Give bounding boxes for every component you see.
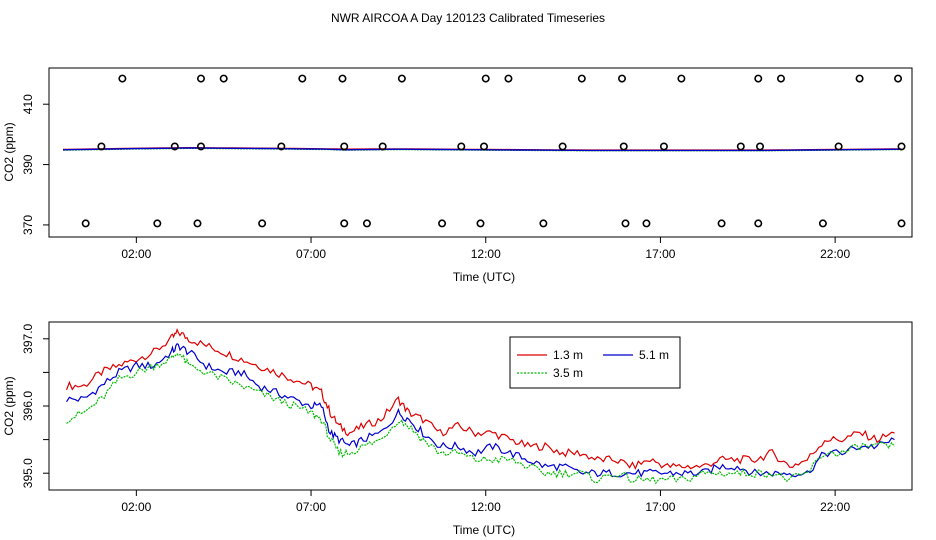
calibration-point-mid xyxy=(558,142,567,151)
bottom-y-axis-title: CO2 (ppm) xyxy=(2,376,16,435)
bottom-y-tick-label: 396.0 xyxy=(21,391,35,421)
bottom-x-tick-label: 22:00 xyxy=(820,500,850,514)
calibration-point-high xyxy=(481,74,490,83)
calibration-point-high xyxy=(397,74,406,83)
calibration-point-mid xyxy=(457,142,466,151)
figure-title: NWR AIRCOA A Day 120123 Calibrated Times… xyxy=(331,11,605,25)
bottom-y-axis: 395.0 396.0 397.0 xyxy=(21,323,49,488)
calibration-point-high xyxy=(118,74,127,83)
top-series-line-51m xyxy=(62,147,902,152)
calibration-point-mid xyxy=(756,142,765,151)
top-y-axis: 370 390 410 xyxy=(21,94,49,235)
calibration-point-low xyxy=(539,219,548,228)
calibration-point-low xyxy=(258,219,267,228)
calibration-point-mid xyxy=(277,142,286,151)
calibration-point-low xyxy=(193,219,202,228)
calibration-point-mid xyxy=(736,142,745,151)
bottom-x-tick-label: 02:00 xyxy=(121,500,151,514)
calibration-point-high xyxy=(219,74,228,83)
top-y-axis-title: CO2 (ppm) xyxy=(2,122,16,181)
bottom-series-line-13m xyxy=(65,327,895,470)
top-x-tick-label: 07:00 xyxy=(296,247,326,261)
calibration-point-low xyxy=(362,219,371,228)
bottom-y-tick-label: 395.0 xyxy=(21,458,35,488)
top-x-axis-title: Time (UTC) xyxy=(453,270,515,284)
bottom-plot-area xyxy=(65,327,895,485)
calibration-point-mid xyxy=(479,142,488,151)
legend-label-1-3m: 1.3 m xyxy=(553,348,583,362)
calibration-point-high xyxy=(855,74,864,83)
calibration-point-low xyxy=(153,219,162,228)
calibration-point-low xyxy=(818,219,827,228)
legend-label-3-5m: 3.5 m xyxy=(553,366,583,380)
calibration-point-mid xyxy=(897,142,906,151)
calibration-point-mid xyxy=(196,142,205,151)
calibration-point-low xyxy=(438,219,447,228)
top-plot-area xyxy=(62,74,906,228)
bottom-chart-frame xyxy=(48,321,913,491)
calibration-point-low xyxy=(717,219,726,228)
calibration-point-high xyxy=(618,74,627,83)
legend: 1.3 m 5.1 m 3.5 m xyxy=(509,336,681,389)
calibration-point-mid xyxy=(97,142,106,151)
calibration-point-mid xyxy=(619,142,628,151)
top-x-axis: 02:00 07:00 12:00 17:00 22:00 xyxy=(121,237,850,261)
top-x-tick-label: 02:00 xyxy=(121,247,151,261)
calibration-point-high xyxy=(504,74,513,83)
calibration-point-high xyxy=(754,74,763,83)
calibration-point-low xyxy=(81,219,90,228)
calibration-point-mid xyxy=(170,142,179,151)
calibration-point-high xyxy=(894,74,903,83)
calibration-point-low xyxy=(621,219,630,228)
bottom-series-line-51m xyxy=(65,343,895,478)
calibration-point-high xyxy=(577,74,586,83)
bottom-series-line-35m xyxy=(66,353,895,485)
calibration-point-mid xyxy=(378,142,387,151)
calibration-point-high xyxy=(298,74,307,83)
calibration-point-high xyxy=(196,74,205,83)
calibration-point-mid xyxy=(340,142,349,151)
bottom-x-tick-label: 07:00 xyxy=(296,500,326,514)
calibration-point-low xyxy=(476,219,485,228)
top-x-tick-label: 17:00 xyxy=(645,247,675,261)
calibration-point-high xyxy=(677,74,686,83)
top-x-tick-label: 12:00 xyxy=(471,247,501,261)
top-y-tick-label: 390 xyxy=(21,154,35,174)
calibration-point-low xyxy=(754,219,763,228)
calibration-point-high xyxy=(338,74,347,83)
bottom-x-axis-title: Time (UTC) xyxy=(453,523,515,537)
top-chart-panel: 02:00 07:00 12:00 17:00 22:00 370 390 410 Time… xyxy=(2,67,913,284)
bottom-y-tick-label: 397.0 xyxy=(21,323,35,353)
calibration-point-mid xyxy=(659,142,668,151)
top-y-tick-label: 370 xyxy=(21,215,35,235)
bottom-x-tick-label: 17:00 xyxy=(645,500,675,514)
top-chart-frame xyxy=(48,67,913,238)
calibration-point-low xyxy=(642,219,651,228)
calibration-point-low xyxy=(340,219,349,228)
bottom-chart-panel: 02:00 07:00 12:00 17:00 22:00 395.0 396.0 397.… xyxy=(2,321,913,537)
bottom-x-axis: 02:00 07:00 12:00 17:00 22:00 xyxy=(121,490,850,514)
top-y-tick-label: 410 xyxy=(21,94,35,114)
legend-label-5-1m: 5.1 m xyxy=(639,348,669,362)
bottom-x-tick-label: 12:00 xyxy=(471,500,501,514)
legend-box xyxy=(509,336,681,389)
calibration-point-low xyxy=(897,219,906,228)
calibration-point-mid xyxy=(834,142,843,151)
top-x-tick-label: 22:00 xyxy=(820,247,850,261)
calibration-point-high xyxy=(776,74,785,83)
